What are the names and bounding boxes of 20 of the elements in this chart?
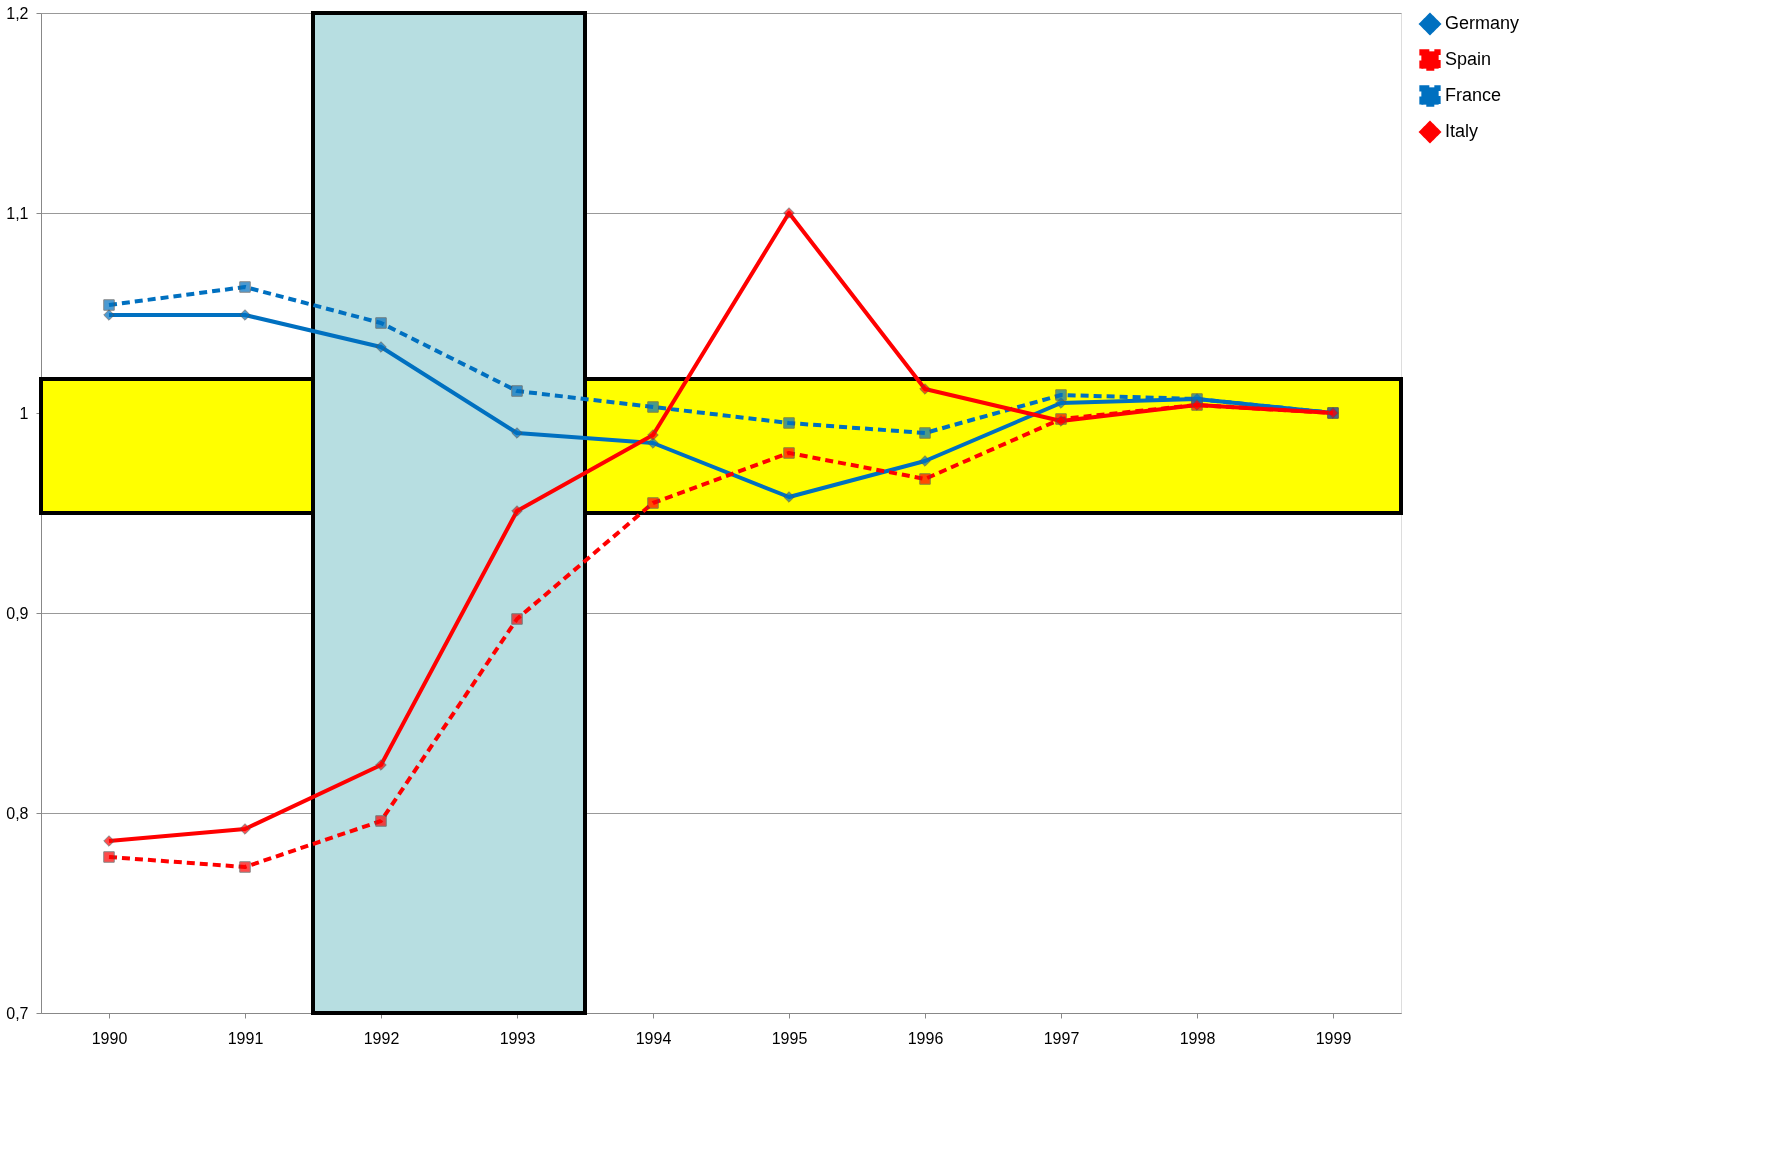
x-tick-label: 1996 bbox=[907, 1029, 944, 1047]
x-tick-label: 1993 bbox=[499, 1029, 536, 1047]
y-tick-label: 0,9 bbox=[6, 604, 29, 622]
legend-label: Spain bbox=[1445, 49, 1492, 69]
y-tick-label: 1,2 bbox=[6, 4, 29, 22]
y-tick-label: 1 bbox=[19, 404, 29, 422]
x-tick-label: 1994 bbox=[635, 1029, 672, 1047]
y-tick-label: 0,7 bbox=[6, 1004, 29, 1022]
y-tick-label: 1,1 bbox=[6, 204, 29, 222]
x-tick-label: 1991 bbox=[227, 1029, 264, 1047]
x-tick-label: 1999 bbox=[1315, 1029, 1352, 1047]
x-tick-label: 1990 bbox=[91, 1029, 128, 1047]
x-tick-label: 1998 bbox=[1179, 1029, 1216, 1047]
x-tick-label: 1992 bbox=[363, 1029, 400, 1047]
y-tick-label: 0,8 bbox=[6, 804, 29, 822]
x-tick-label: 1995 bbox=[771, 1029, 808, 1047]
x-tick-label: 1997 bbox=[1043, 1029, 1080, 1047]
legend-label: Italy bbox=[1445, 121, 1479, 141]
legend-label: Germany bbox=[1445, 13, 1520, 33]
legend-label: France bbox=[1445, 85, 1502, 105]
